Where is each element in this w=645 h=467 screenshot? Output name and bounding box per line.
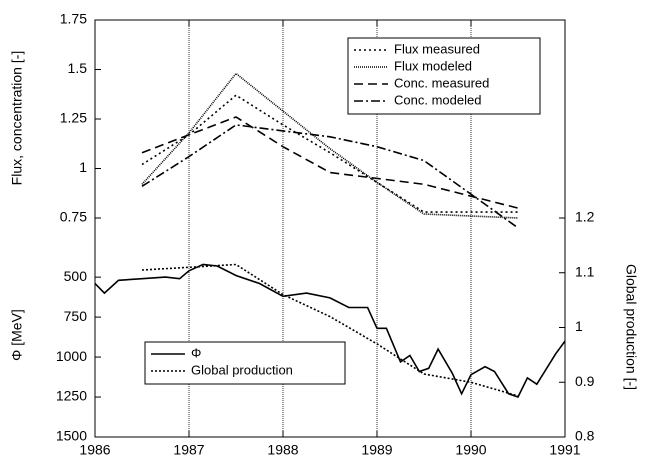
- legend: Φ Global production: [144, 341, 346, 385]
- series-line: [141, 124, 519, 229]
- series-line: [141, 116, 519, 209]
- y-axis-title: Flux, concentration [-]: [9, 51, 25, 186]
- y-tick-label: 1000: [56, 348, 87, 364]
- series-line: [141, 94, 518, 213]
- legend-box: [144, 341, 346, 385]
- legend-label: Flux modeled: [394, 58, 472, 73]
- y-tick-label: 1: [79, 159, 87, 175]
- y-tick-label: 1.25: [60, 110, 87, 126]
- frame: [94, 19, 566, 438]
- legend-label: Flux measured: [394, 41, 480, 56]
- x-tick-label: 1990: [455, 442, 486, 458]
- y-tick-label: 500: [64, 268, 88, 284]
- legend-label: Φ: [191, 345, 201, 360]
- x-tick-label: 1986: [79, 442, 110, 458]
- series-line: [141, 263, 519, 397]
- y2-axis-title: Global production [-]: [623, 264, 639, 390]
- y-tick-label: 750: [64, 308, 88, 324]
- y-tick-label: 1.75: [60, 11, 87, 27]
- y-tick-label: 0.8: [575, 428, 595, 444]
- y-tick-label: 1500: [56, 428, 87, 444]
- x-tick-label: 1988: [267, 442, 298, 458]
- y-tick-label: 1250: [56, 388, 87, 404]
- y-tick-label: 1.1: [575, 263, 595, 279]
- y-axis-title: Φ [MeV]: [9, 309, 25, 361]
- y-tick-label: 0.9: [575, 373, 595, 389]
- y-tick-label: 0.75: [60, 209, 87, 225]
- x-tick-label: 1987: [173, 442, 204, 458]
- legend-label: Conc. modeled: [394, 92, 481, 107]
- y-tick-label: 1: [575, 318, 583, 334]
- legend-label: Global production: [191, 362, 293, 377]
- series-line: [94, 263, 566, 398]
- y-tick-label: 1.2: [575, 209, 595, 225]
- x-tick-label: 1989: [361, 442, 392, 458]
- x-tick-label: 1991: [549, 442, 580, 458]
- legend-label: Conc. measured: [394, 75, 489, 90]
- legend: Flux measured Flux modeled Conc. measured C…: [347, 37, 541, 115]
- y-tick-label: 1.5: [68, 60, 88, 76]
- series-line: [141, 72, 519, 219]
